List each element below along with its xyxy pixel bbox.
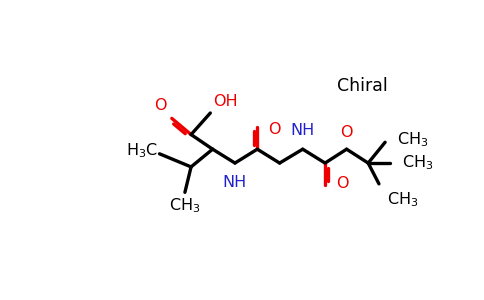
Text: O: O xyxy=(154,98,166,113)
Text: O: O xyxy=(268,122,281,137)
Text: H$_3$C: H$_3$C xyxy=(126,141,158,160)
Text: CH$_3$: CH$_3$ xyxy=(169,196,201,215)
Text: OH: OH xyxy=(213,94,238,109)
Text: CH$_3$: CH$_3$ xyxy=(387,190,418,209)
Text: O: O xyxy=(336,176,348,191)
Text: NH: NH xyxy=(290,123,315,138)
Text: CH$_3$: CH$_3$ xyxy=(402,154,434,172)
Text: O: O xyxy=(340,125,353,140)
Text: CH$_3$: CH$_3$ xyxy=(397,130,429,149)
Text: Chiral: Chiral xyxy=(337,77,387,95)
Text: NH: NH xyxy=(223,175,247,190)
